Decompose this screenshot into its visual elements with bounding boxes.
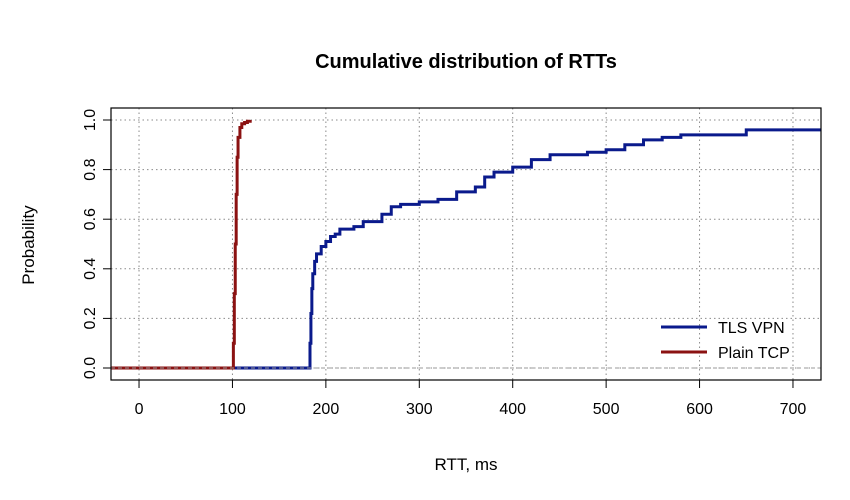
y-axis: 0.0 0.2 0.4 0.6 0.8 1.0 <box>82 109 111 379</box>
plot-frame <box>110 107 822 381</box>
y-tick-label: 0.6 <box>82 208 99 230</box>
x-axis-label: RTT, ms <box>435 455 498 474</box>
x-axis: 0 100 200 300 400 500 600 700 <box>135 380 807 418</box>
x-tick-label: 300 <box>406 401 433 418</box>
y-tick-label: 1.0 <box>82 109 99 131</box>
y-tick-label: 0.2 <box>82 307 99 329</box>
plot-series <box>111 119 821 370</box>
x-tick-label: 400 <box>499 401 526 418</box>
x-tick-label: 200 <box>313 401 340 418</box>
x-tick-label: 500 <box>593 401 620 418</box>
grid <box>111 108 821 380</box>
y-tick-label: 0.0 <box>82 357 99 379</box>
x-tick-label: 0 <box>135 401 144 418</box>
x-tick-label: 100 <box>219 401 246 418</box>
legend-label: TLS VPN <box>718 320 785 337</box>
y-axis-label: Probability <box>19 205 38 285</box>
y-tick-label: 0.8 <box>82 158 99 180</box>
legend-label: Plain TCP <box>718 345 790 362</box>
y-tick-label: 0.4 <box>82 258 99 280</box>
legend: TLS VPN Plain TCP <box>661 320 790 362</box>
series-line-tls-vpn <box>111 128 821 370</box>
series-line-plain-tcp <box>111 119 252 370</box>
chart-title: Cumulative distribution of RTTs <box>315 51 617 73</box>
x-tick-label: 700 <box>780 401 807 418</box>
x-tick-label: 600 <box>686 401 713 418</box>
